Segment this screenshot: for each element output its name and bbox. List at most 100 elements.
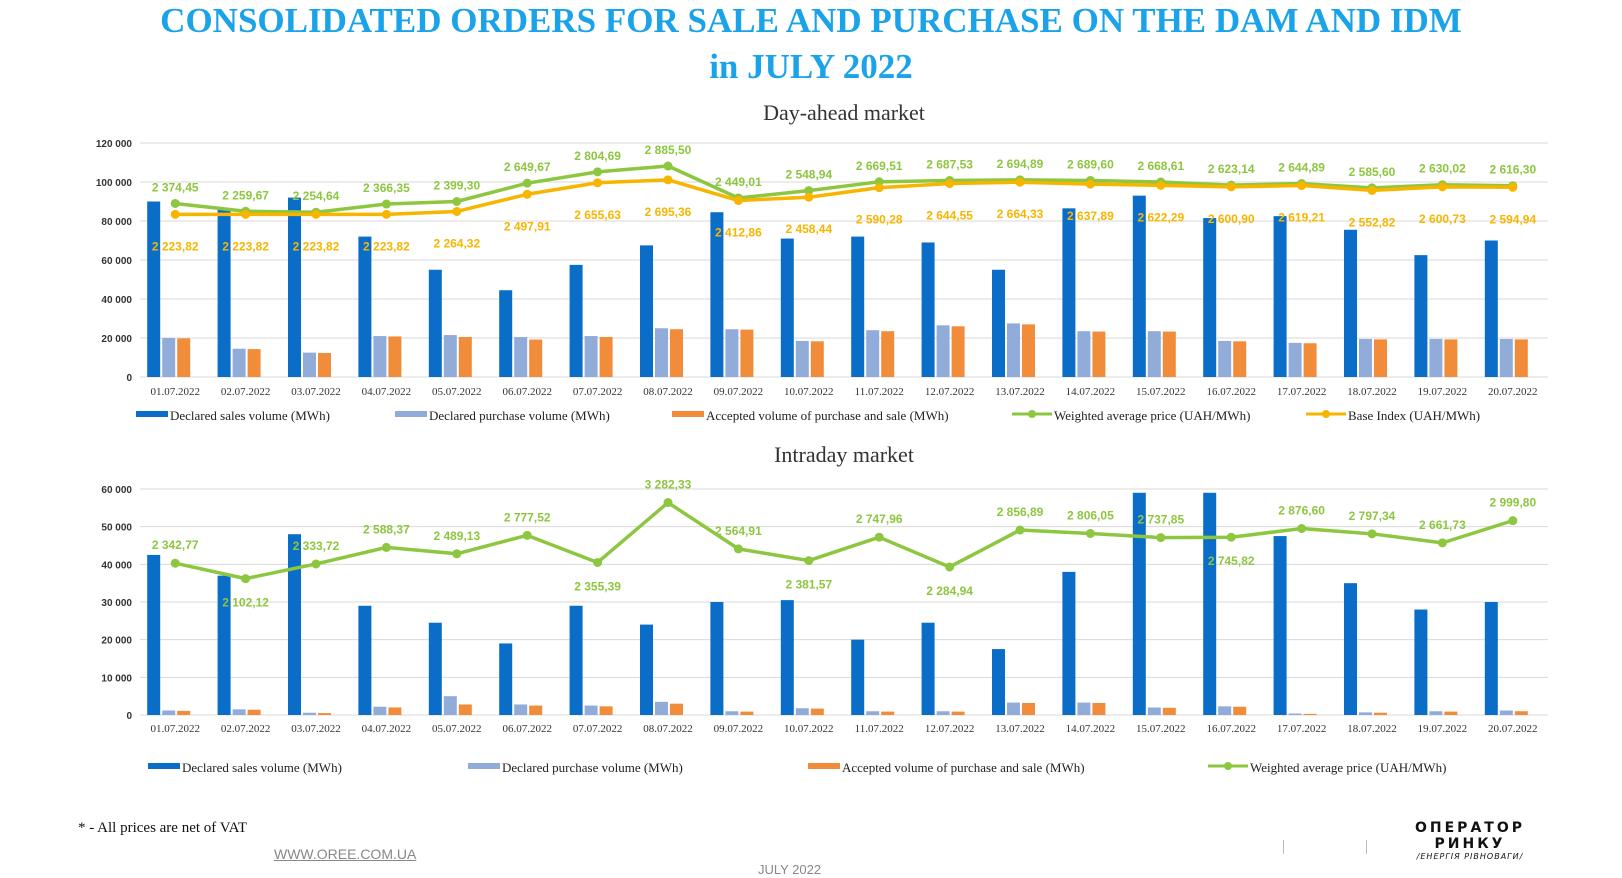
line-marker	[241, 574, 251, 584]
x-tick-label: 19.07.2022	[1418, 723, 1468, 735]
data-label: 2 649,67	[504, 160, 551, 174]
bar	[247, 349, 261, 377]
vat-footnote: * - All prices are net of VAT	[78, 820, 247, 836]
bar	[147, 554, 161, 715]
line-marker	[1367, 185, 1377, 195]
y-tick-label: 60 000	[101, 485, 132, 496]
x-tick-label: 04.07.2022	[362, 386, 412, 398]
data-label: 2 630,02	[1419, 162, 1466, 176]
data-label: 2 600,90	[1208, 212, 1255, 226]
line-marker	[452, 549, 462, 559]
bar	[1007, 702, 1020, 715]
bar	[951, 711, 965, 715]
bar	[1233, 341, 1247, 377]
legend-marker	[1224, 762, 1232, 770]
data-label: 2 856,89	[997, 505, 1044, 519]
line-marker	[945, 562, 955, 572]
line-marker	[1297, 524, 1307, 534]
bar	[288, 534, 301, 715]
chart-title: Intraday market	[774, 442, 914, 467]
bar	[1499, 710, 1513, 715]
x-tick-label: 20.07.2022	[1488, 386, 1538, 398]
data-label: 2 737,85	[1137, 513, 1184, 527]
line-marker	[1508, 182, 1518, 192]
bar	[599, 337, 613, 377]
legend-swatch	[395, 411, 427, 417]
data-label: 2 284,94	[926, 584, 973, 598]
bar	[217, 209, 231, 377]
legend-label: Base Index (UAH/MWh)	[1348, 408, 1480, 423]
data-label: 2 223,82	[152, 239, 199, 253]
bar	[780, 600, 794, 715]
data-label: 2 747,96	[856, 512, 903, 526]
x-tick-label: 10.07.2022	[784, 386, 834, 398]
data-label: 2 655,63	[574, 208, 621, 222]
data-label: 2 623,14	[1208, 162, 1255, 176]
x-tick-label: 08.07.2022	[643, 723, 693, 735]
line-marker	[804, 192, 814, 202]
data-label: 2 644,89	[1278, 161, 1325, 175]
line-marker	[170, 198, 180, 208]
data-label: 2 668,61	[1137, 159, 1184, 173]
line-marker	[1437, 182, 1447, 192]
y-tick-label: 50 000	[101, 523, 132, 534]
bar	[866, 711, 880, 715]
bar	[1484, 602, 1498, 715]
bar	[921, 242, 935, 377]
data-label: 2 381,57	[785, 578, 832, 592]
bar	[599, 706, 613, 715]
bar	[458, 337, 472, 377]
data-label: 2 489,13	[433, 529, 480, 543]
data-label: 2 342,77	[152, 538, 199, 552]
data-label: 2 806,05	[1067, 508, 1114, 522]
report-month: JULY 2022	[758, 862, 822, 877]
data-label: 2 223,82	[363, 239, 410, 253]
line-marker	[1085, 179, 1095, 189]
line-marker	[311, 209, 321, 219]
x-tick-label: 01.07.2022	[150, 723, 200, 735]
data-label: 2 661,73	[1419, 518, 1466, 532]
line-marker	[1085, 528, 1095, 538]
y-tick-label: 20 000	[101, 636, 132, 647]
line-marker	[593, 178, 603, 188]
data-label: 3 282,33	[645, 478, 692, 492]
x-tick-label: 09.07.2022	[714, 386, 764, 398]
bar	[936, 325, 950, 377]
data-label: 2 694,89	[997, 157, 1044, 171]
bar	[373, 336, 387, 377]
data-label: 2 777,52	[504, 510, 551, 524]
website-link[interactable]: WWW.OREE.COM.UA	[274, 846, 417, 862]
y-tick-label: 60 000	[101, 256, 132, 267]
data-label: 2 264,32	[433, 236, 480, 250]
bar	[810, 341, 824, 377]
bar	[584, 705, 598, 715]
x-tick-label: 20.07.2022	[1488, 723, 1538, 735]
line-marker	[733, 196, 743, 206]
bar	[1077, 331, 1091, 377]
data-label: 2 590,28	[856, 213, 903, 227]
line-marker	[1508, 516, 1518, 526]
line-marker	[874, 183, 884, 193]
bar	[303, 352, 316, 377]
bar	[710, 212, 724, 377]
x-tick-label: 09.07.2022	[714, 723, 764, 735]
y-tick-label: 80 000	[101, 217, 132, 228]
x-tick-label: 13.07.2022	[995, 386, 1045, 398]
bar	[866, 330, 880, 377]
line-marker	[170, 209, 180, 219]
bar	[318, 353, 331, 377]
bar	[851, 236, 865, 377]
bar	[162, 710, 176, 715]
logo-text-line1: ОПЕРАТОР	[1415, 820, 1525, 836]
legend-label: Weighted average price (UAH/MWh)	[1250, 760, 1446, 775]
data-label: 2 399,30	[433, 179, 480, 193]
bar	[569, 264, 583, 377]
data-label: 2 999,80	[1489, 496, 1536, 510]
data-label: 2 622,29	[1137, 210, 1184, 224]
data-label: 2 412,86	[715, 226, 762, 240]
legend-label: Declared sales volume (MWh)	[182, 760, 342, 775]
bar	[1273, 216, 1287, 377]
x-tick-label: 10.07.2022	[784, 723, 834, 735]
legend-swatch	[468, 763, 500, 769]
data-label: 2 619,21	[1278, 211, 1325, 225]
